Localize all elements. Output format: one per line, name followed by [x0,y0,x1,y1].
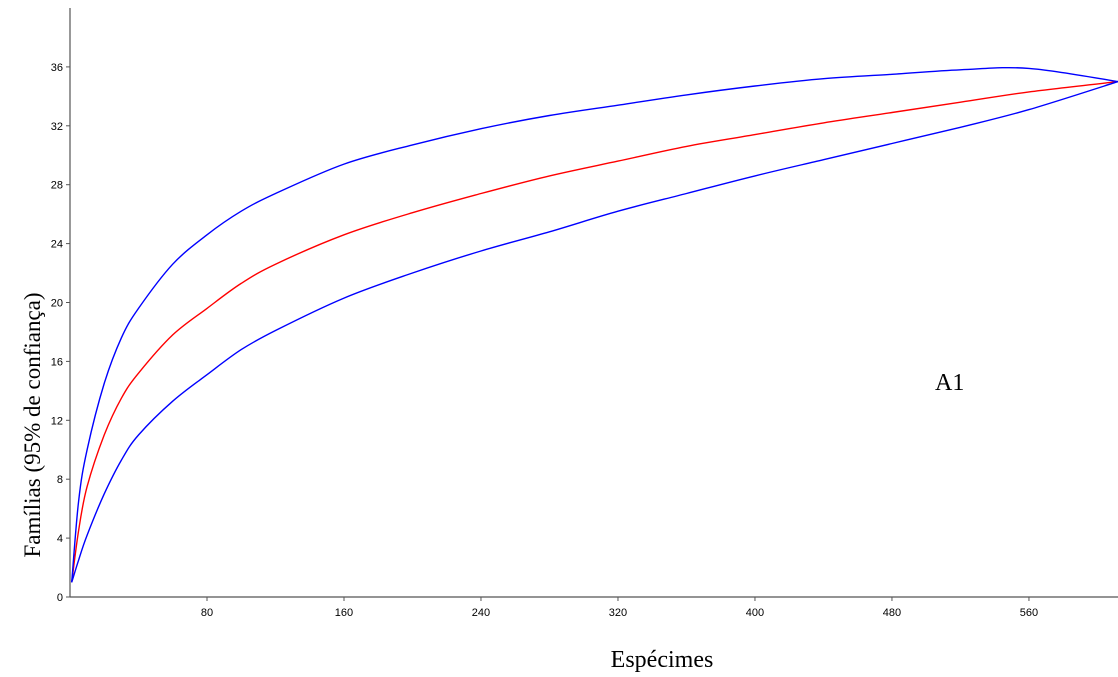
y-tick-label: 24 [51,239,63,251]
lower-confidence-curve [71,80,1118,583]
y-tick-label: 20 [51,298,63,310]
x-tick-label: 80 [201,607,213,619]
axes [69,8,1118,598]
series-group [71,66,1118,583]
y-tick-label: 28 [51,180,63,192]
mean-curve [71,80,1118,583]
y-tick-label: 16 [51,356,63,368]
x-tick-label: 560 [1020,607,1038,619]
x-tick-label: 480 [883,607,901,619]
y-ticks: 0 4 8 12 16 20 24 28 32 36 [51,62,70,604]
x-tick-label: 400 [746,607,764,619]
x-tick-label: 240 [472,607,490,619]
upper-confidence-curve [71,66,1118,583]
x-tick-label: 160 [335,607,353,619]
x-tick-label: 320 [609,607,627,619]
x-axis-label: Espécimes [611,647,714,673]
y-tick-label: 32 [51,121,63,133]
y-tick-label: 0 [57,592,63,604]
chart-annotation: A1 [935,370,964,396]
y-tick-label: 36 [51,62,63,74]
y-tick-label: 8 [57,474,63,486]
y-tick-label: 4 [57,533,63,545]
x-ticks: 80 160 240 320 400 480 560 [201,597,1038,619]
y-axis-label: Famílias (95% de confiança) [20,292,45,557]
y-tick-label: 12 [51,415,63,427]
